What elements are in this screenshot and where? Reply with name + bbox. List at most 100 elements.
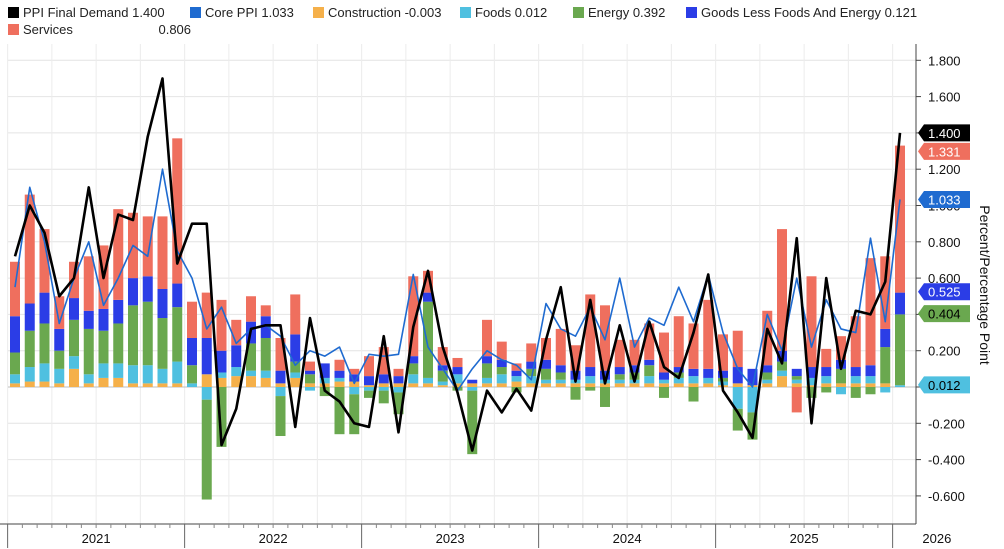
bar-energy — [555, 372, 566, 380]
bar-goods — [865, 365, 876, 377]
value-badge-bg — [918, 142, 970, 160]
bar-foods — [98, 363, 109, 378]
bar-construction — [128, 383, 138, 387]
bar-construction — [142, 383, 153, 387]
bar-energy — [895, 314, 905, 386]
bar-construction — [659, 383, 669, 387]
bar-goods — [555, 365, 566, 373]
legend-value-construction: -0.003 — [400, 5, 442, 20]
legend-item-services: Services 0.806 — [8, 22, 191, 38]
legend-label-goods: Goods Less Foods And Energy — [701, 5, 881, 20]
bar-foods — [172, 361, 183, 384]
bar-energy — [821, 387, 832, 393]
bar-construction — [408, 383, 419, 387]
bar-construction — [10, 383, 20, 387]
bar-foods — [895, 385, 905, 387]
bar-foods — [880, 387, 891, 393]
x-tick-label: 2023 — [436, 531, 465, 546]
bar-goods — [718, 370, 728, 378]
bar-goods — [585, 367, 596, 377]
bar-construction — [452, 383, 463, 387]
bar-foods — [467, 387, 478, 391]
bar-services — [275, 337, 286, 371]
bar-energy — [69, 319, 79, 357]
bar-energy — [526, 368, 537, 377]
bar-services — [511, 363, 522, 371]
bar-services — [718, 334, 728, 371]
y-tick-label: 0.200 — [928, 344, 961, 359]
bar-foods — [393, 387, 404, 393]
bar-energy — [24, 330, 35, 368]
bar-foods — [673, 377, 684, 384]
legend-item-ppi: PPI Final Demand 1.400 — [8, 5, 165, 21]
bar-goods — [69, 298, 79, 320]
value-badge: 0.404 — [918, 305, 970, 323]
value-badge-bg — [918, 376, 970, 394]
bar-construction — [437, 385, 448, 387]
bar-services — [629, 339, 640, 366]
bar-construction — [614, 383, 625, 387]
bar-goods — [113, 299, 124, 324]
bar-construction — [644, 383, 655, 387]
bar-goods — [334, 370, 345, 378]
bar-services — [39, 229, 50, 293]
value-badge-text: 1.400 — [928, 126, 961, 141]
bar-services — [526, 343, 537, 362]
bar-services — [216, 299, 227, 351]
value-badges: 1.331 1.033 0.525 0.404 0.012 1.400 — [918, 124, 970, 394]
legend-label-energy: Energy — [588, 5, 630, 20]
bar-services — [777, 229, 787, 351]
bar-construction — [216, 377, 227, 387]
bar-services — [541, 337, 551, 360]
bar-energy — [762, 372, 773, 380]
bar-goods — [98, 308, 109, 331]
bar-construction — [511, 381, 522, 387]
bar-services — [83, 256, 94, 311]
bar-construction — [334, 381, 345, 387]
bar-energy — [260, 337, 271, 371]
legend-label-services: Services — [23, 22, 73, 37]
bar-foods — [762, 379, 773, 384]
bar-energy — [644, 365, 655, 377]
value-badge: 0.012 — [918, 376, 970, 394]
bar-construction — [393, 383, 404, 387]
bar-foods — [378, 387, 389, 391]
bar-goods — [673, 367, 684, 373]
bar-foods — [614, 379, 625, 384]
bar-goods — [260, 316, 271, 338]
bar-services — [437, 347, 448, 366]
bar-energy — [865, 387, 876, 395]
bar-energy — [585, 387, 596, 391]
y-tick-label: 1.800 — [928, 53, 961, 68]
bar-goods — [850, 367, 861, 377]
bar-foods — [54, 368, 65, 384]
bar-goods — [157, 288, 168, 319]
bar-foods — [585, 376, 596, 384]
legend-swatch-ppi — [8, 7, 19, 18]
x-tick-label: 2026 — [922, 531, 951, 546]
bar-foods — [777, 370, 787, 377]
bar-services — [393, 368, 404, 377]
x-tick-label: 2025 — [790, 531, 819, 546]
bar-goods — [629, 365, 640, 373]
bar-energy — [408, 363, 419, 375]
bar-construction — [172, 383, 183, 387]
bar-services — [349, 368, 360, 375]
legend-swatch-energy — [573, 7, 584, 18]
y-tick-label: -0.200 — [928, 416, 965, 431]
bar-goods — [83, 310, 94, 329]
bar-services — [791, 387, 802, 413]
bar-services — [482, 319, 492, 357]
bar-construction — [39, 381, 50, 387]
bar-foods — [290, 372, 301, 378]
bar-energy — [216, 387, 227, 447]
value-badge-bg — [918, 305, 970, 323]
bar-construction — [880, 383, 891, 387]
bar-services — [850, 316, 861, 368]
chart-legend: PPI Final Demand 1.400 Core PPI 1.033 Cons… — [0, 0, 1004, 42]
bar-services — [806, 276, 817, 368]
bar-foods — [10, 374, 20, 384]
y-tick-label: -0.600 — [928, 489, 965, 504]
bar-goods — [482, 356, 492, 364]
